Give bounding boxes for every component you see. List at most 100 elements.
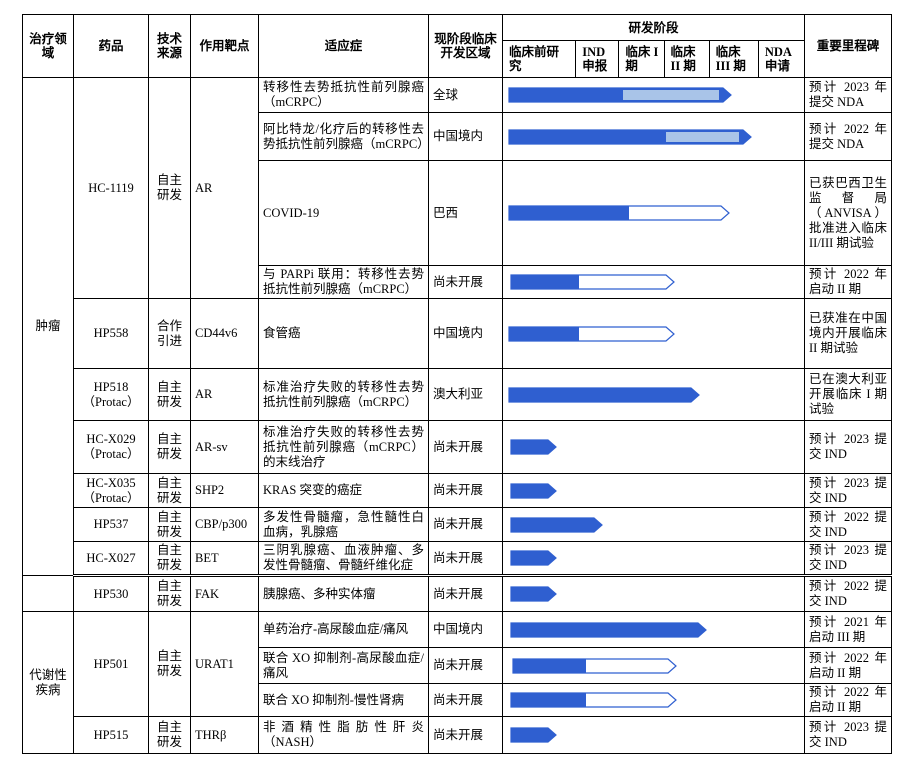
- target-cell: AR: [190, 368, 259, 421]
- region-cell: 尚未开展: [428, 541, 503, 577]
- progress-arrow: [510, 550, 557, 566]
- arrow-outline: [510, 439, 557, 455]
- drug-cell: HC-1119: [73, 77, 149, 299]
- progress-arrow: [510, 621, 707, 638]
- header-cell: 适应症: [258, 14, 429, 78]
- target-cell: URAT1: [190, 611, 259, 717]
- source-cell: 自主研发: [148, 541, 191, 577]
- drug-name: HC-X035: [86, 475, 136, 490]
- arrow-outline: [510, 482, 557, 499]
- drug-cell: HP501: [73, 611, 149, 717]
- table-row: 联合 XO 抑制剂-高尿酸血症/痛风 尚未开展 预计 2022 年启动 II 期: [23, 647, 892, 684]
- region-cell: 尚未开展: [428, 647, 503, 684]
- arrow-light: [666, 131, 739, 142]
- stage-cell: [502, 611, 805, 648]
- stage-cell: [502, 298, 805, 369]
- indication-cell: 三阴乳腺癌、血液肿瘤、多发性骨髓瘤、骨髓纤维化症: [258, 541, 429, 577]
- progress-arrow: [510, 727, 557, 743]
- target-cell: CBP/p300: [190, 507, 259, 542]
- indication-cell: 单药治疗-高尿酸血症/痛风: [258, 611, 429, 648]
- milestone-cell: 已在澳大利亚开展临床 I 期试验: [804, 368, 892, 421]
- source-cell: 自主研发: [148, 611, 191, 717]
- stage-cell: [502, 112, 805, 161]
- progress-arrow: [510, 586, 557, 602]
- header-cell: 研发阶段: [502, 14, 805, 41]
- milestone-cell: 预计 2023 提交 IND: [804, 541, 892, 577]
- header-cell: 重要里程碑: [804, 14, 892, 78]
- progress-arrow: [510, 516, 603, 533]
- progress-arrow: [508, 87, 732, 103]
- milestone-cell: 已获巴西卫生监督局（ANVISA）批准进入临床 II/III 期试验: [804, 160, 892, 266]
- target-cell: FAK: [190, 575, 259, 612]
- table-row: HP530 自主研发 FAK 胰腺癌、多种实体瘤 尚未开展 预计 2022 提交 IND: [22, 575, 892, 612]
- source-cell: 自主研发: [148, 716, 191, 754]
- stage-cell: [502, 541, 805, 577]
- source-cell: 自主研发: [148, 473, 191, 508]
- region-cell: 全球: [428, 77, 503, 113]
- region-cell: 尚未开展: [428, 507, 503, 542]
- header-cell: 治疗领域: [22, 14, 74, 78]
- region-cell: 尚未开展: [428, 716, 503, 754]
- source-cell: 自主研发: [148, 507, 191, 542]
- stage-cell: [502, 265, 805, 299]
- drug-cell: HC-X027: [73, 541, 149, 577]
- drug-name: HC-X029: [86, 432, 136, 446]
- stage-cell: [502, 77, 805, 113]
- progress-arrow: [510, 482, 557, 499]
- progress-arrow: [508, 128, 752, 145]
- indication-cell: 阿比特龙/化疗后的转移性去势抵抗性前列腺癌（mCRPC）: [258, 112, 429, 161]
- table-row: 与 PARPi 联用：转移性去势抵抗性前列腺癌（mCRPC） 尚未开展 预计 202…: [23, 265, 892, 299]
- arrow-outline: [510, 586, 557, 602]
- stage-cell: [502, 507, 805, 542]
- table-row: COVID-19 巴西 已获巴西卫生监督局（ANVISA）批准进入临床 II/III…: [23, 160, 892, 266]
- target-cell: AR-sv: [190, 420, 259, 474]
- arrow-progress: [509, 326, 579, 341]
- stage-header: 临床前研究: [501, 40, 577, 78]
- drug-cell: HC-X035 （Protac）: [73, 473, 149, 508]
- drug-cell: HP537: [73, 507, 149, 542]
- region-cell: 中国境内: [428, 611, 503, 648]
- indication-cell: COVID-19: [258, 160, 429, 266]
- milestone-cell: 预计 2023 年提交 NDA: [804, 77, 892, 113]
- table-row: HC-X035 （Protac） 自主研发 SHP2 KRAS 突变的癌症 尚未开展 预计 …: [23, 473, 892, 508]
- milestone-cell: 预计 2021 年启动 III 期: [804, 611, 892, 648]
- milestone-cell: 预计 2022 年启动 II 期: [804, 265, 892, 299]
- header-cell: 现阶段临床开发区域: [428, 14, 503, 78]
- progress-arrow: [508, 386, 700, 403]
- area-cell: [22, 575, 74, 612]
- table-row: 联合 XO 抑制剂-慢性肾病 尚未开展 预计 2022 年启动 II 期: [23, 683, 892, 717]
- milestone-cell: 预计 2022 年启动 II 期: [804, 683, 892, 717]
- table-row: 阿比特龙/化疗后的转移性去势抵抗性前列腺癌（mCRPC） 中国境内 预计 2022 …: [23, 112, 892, 161]
- indication-cell: 与 PARPi 联用：转移性去势抵抗性前列腺癌（mCRPC）: [258, 265, 429, 299]
- stage-cell: [502, 683, 805, 717]
- source-cell: 自主研发: [148, 420, 191, 474]
- indication-cell: 食管癌: [258, 298, 429, 369]
- header-cell: 药品: [73, 14, 149, 78]
- arrow-outline: [510, 727, 557, 743]
- milestone-cell: 预计 2022 年启动 II 期: [804, 647, 892, 684]
- stage-header: IND 申报: [575, 40, 620, 78]
- indication-cell: 联合 XO 抑制剂-慢性肾病: [258, 683, 429, 717]
- region-cell: 尚未开展: [428, 473, 503, 508]
- progress-arrow: [510, 439, 557, 455]
- source-cell: 自主研发: [148, 368, 191, 421]
- indication-cell: 标准治疗失败的转移性去势抵抗性前列腺癌（mCRPC）的末线治疗: [258, 420, 429, 474]
- table-row: 肿瘤 HC-1119 自主研发 AR 转移性去势抵抗性前列腺癌（mCRPC） 全球 预计 2…: [22, 77, 892, 576]
- target-cell: THRβ: [190, 716, 259, 754]
- stage-cell: [502, 575, 805, 612]
- stage-cell: [502, 716, 805, 754]
- region-cell: 尚未开展: [428, 683, 503, 717]
- stage-cell: [502, 368, 805, 421]
- indication-cell: 胰腺癌、多种实体瘤: [258, 575, 429, 612]
- table-row: HP518 （Protac） 自主研发 AR 标准治疗失败的转移性去势抵抗性前列腺癌（m…: [23, 368, 892, 421]
- drug-note: （Protac）: [82, 447, 140, 461]
- stage-cell: [502, 160, 805, 266]
- arrow-progress: [513, 658, 586, 673]
- stage-cell: [502, 473, 805, 508]
- header-cell: 技术来源: [148, 14, 191, 78]
- region-cell: 中国境内: [428, 112, 503, 161]
- progress-arrow: [508, 205, 730, 221]
- indication-cell: 联合 XO 抑制剂-高尿酸血症/痛风: [258, 647, 429, 684]
- stage-header: 临床 III 期: [708, 40, 759, 78]
